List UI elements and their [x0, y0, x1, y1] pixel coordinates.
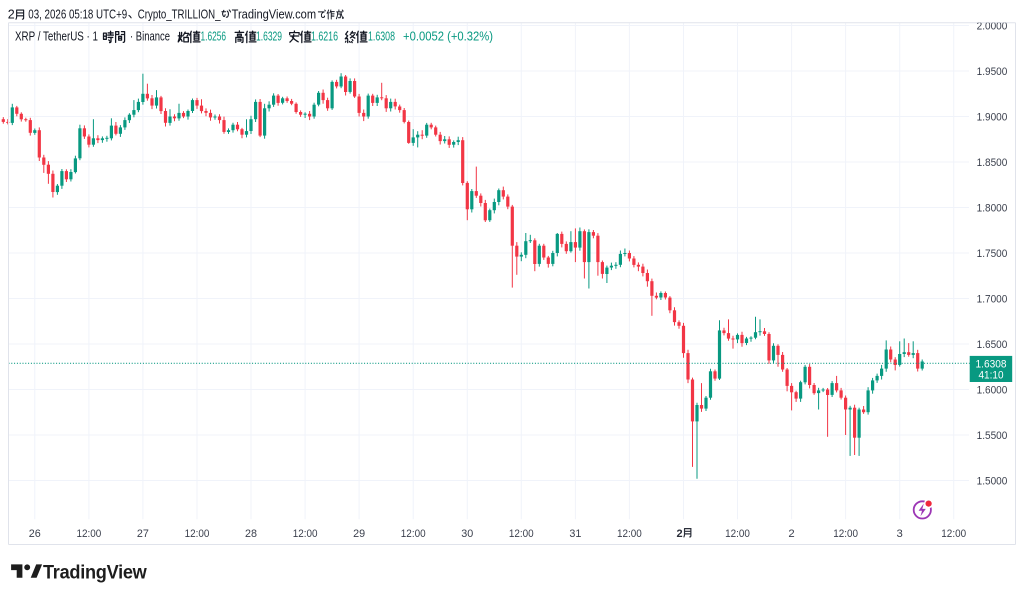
svg-text:1.6500: 1.6500 — [977, 339, 1008, 351]
svg-text:26: 26 — [29, 528, 41, 540]
svg-text:2: 2 — [8, 8, 15, 22]
svg-text:2: 2 — [676, 528, 682, 540]
svg-text:1.9500: 1.9500 — [977, 66, 1008, 78]
svg-text:29: 29 — [353, 528, 365, 540]
svg-text:03, 2026 05:18 UTC+9: 03, 2026 05:18 UTC+9 — [28, 8, 127, 22]
svg-text:12:00: 12:00 — [833, 528, 858, 540]
svg-text:XRP / TetherUS · 1: XRP / TetherUS · 1 — [15, 30, 98, 44]
svg-text:12:00: 12:00 — [293, 528, 318, 540]
svg-text:41:10: 41:10 — [979, 370, 1004, 382]
svg-text:1.7000: 1.7000 — [977, 293, 1008, 305]
svg-text:27: 27 — [137, 528, 149, 540]
svg-text:12:00: 12:00 — [725, 528, 750, 540]
svg-text:31: 31 — [569, 528, 581, 540]
svg-text:+0.0052 (+0.32%): +0.0052 (+0.32%) — [403, 30, 493, 44]
svg-text:1.7500: 1.7500 — [977, 248, 1008, 260]
svg-text:12:00: 12:00 — [941, 528, 966, 540]
svg-text:2.0000: 2.0000 — [977, 20, 1008, 32]
svg-text:· Binance: · Binance — [130, 30, 170, 44]
svg-text:TradingView: TradingView — [43, 561, 148, 583]
svg-text:Crypto_TRILLION_: Crypto_TRILLION_ — [138, 8, 222, 22]
svg-text:2: 2 — [788, 528, 794, 540]
svg-text:28: 28 — [245, 528, 257, 540]
svg-text:3: 3 — [897, 528, 903, 540]
svg-text:1.5000: 1.5000 — [977, 475, 1008, 487]
svg-text:TradingView.com: TradingView.com — [232, 8, 317, 22]
svg-text:1.6308: 1.6308 — [368, 30, 395, 44]
svg-text:1.6329: 1.6329 — [256, 30, 282, 44]
svg-text:1.6000: 1.6000 — [977, 384, 1008, 396]
svg-text:30: 30 — [461, 528, 473, 540]
svg-text:1.9000: 1.9000 — [977, 111, 1008, 123]
svg-text:12:00: 12:00 — [401, 528, 426, 540]
svg-text:12:00: 12:00 — [77, 528, 102, 540]
svg-text:1.8000: 1.8000 — [977, 202, 1008, 214]
svg-text:12:00: 12:00 — [617, 528, 642, 540]
svg-text:1.5500: 1.5500 — [977, 430, 1008, 442]
svg-text:1.6216: 1.6216 — [311, 30, 338, 44]
svg-text:12:00: 12:00 — [509, 528, 534, 540]
svg-text:12:00: 12:00 — [185, 528, 210, 540]
svg-text:1.8500: 1.8500 — [977, 157, 1008, 169]
svg-text:1.6308: 1.6308 — [976, 358, 1007, 370]
svg-text:1.6256: 1.6256 — [201, 30, 227, 44]
